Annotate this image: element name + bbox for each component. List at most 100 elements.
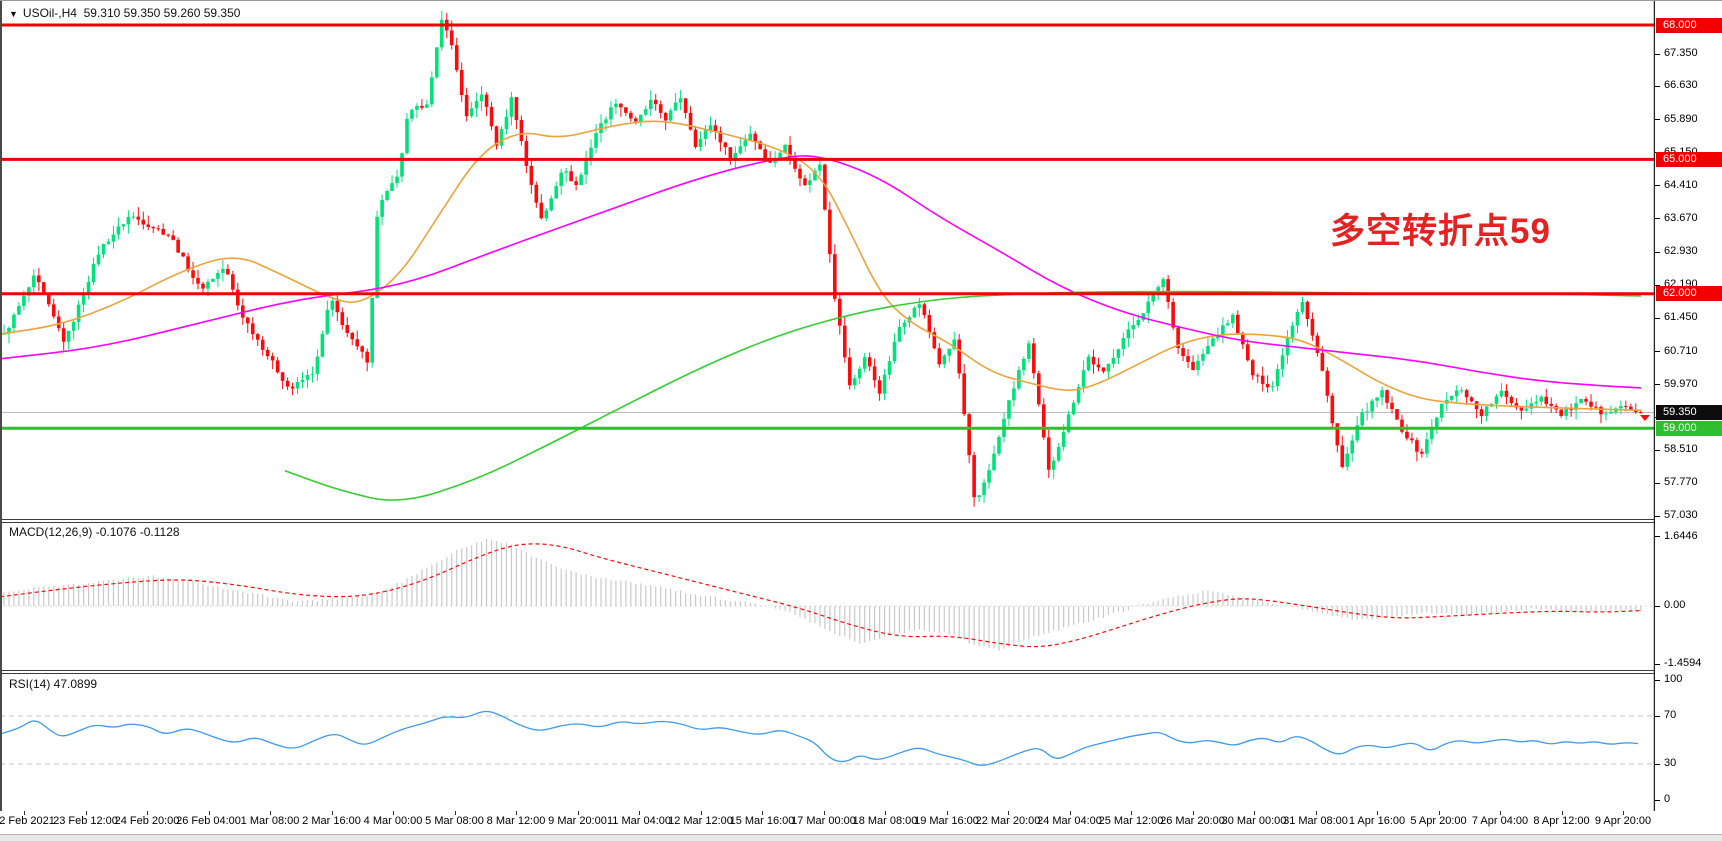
candle-body xyxy=(1504,390,1509,397)
time-axis-label: 1 Apr 16:00 xyxy=(1348,815,1406,827)
candle-body xyxy=(698,138,703,148)
candle-body xyxy=(1046,437,1051,470)
candle-body xyxy=(818,164,822,171)
time-tick xyxy=(946,811,948,815)
candle-body xyxy=(857,368,862,379)
candle-body xyxy=(489,106,494,127)
candle-body xyxy=(594,133,598,148)
candle-body xyxy=(1236,314,1240,334)
time-tick xyxy=(1500,811,1501,815)
candle-body xyxy=(290,386,295,389)
time-tick xyxy=(331,811,333,815)
candle-body xyxy=(833,254,837,299)
candle-body xyxy=(982,482,986,496)
candle-body xyxy=(1315,335,1320,353)
candle-body xyxy=(111,234,116,242)
time-axis-label: 9 Mar 20:00 xyxy=(548,815,607,827)
candle-body xyxy=(1410,438,1414,441)
rsi-scale-label: 0 xyxy=(1664,793,1671,805)
time-axis-label: 23 Feb 12:00 xyxy=(53,815,118,827)
candle-body xyxy=(330,300,335,310)
candle-body xyxy=(275,360,280,373)
time-tick xyxy=(1623,811,1624,815)
candle-body xyxy=(554,186,559,199)
time-axis-label: 22 Feb 2021 xyxy=(0,815,55,827)
candle-body xyxy=(1320,352,1325,371)
candle-body xyxy=(1022,358,1026,371)
candle-body xyxy=(449,30,454,46)
time-tick xyxy=(823,811,825,815)
level-price-badge: 59.000 xyxy=(1656,420,1722,436)
level-price-badge: 65.000 xyxy=(1656,151,1722,167)
candle-body xyxy=(743,140,748,147)
candle-body xyxy=(793,156,797,169)
candle-body xyxy=(1609,411,1613,414)
price-scale-label: 65.890 xyxy=(1664,112,1698,125)
candle-body xyxy=(1569,408,1573,410)
candle-body xyxy=(972,455,976,498)
candle-body xyxy=(1290,325,1295,338)
candle-body xyxy=(1300,301,1305,312)
candle-body xyxy=(1146,301,1151,314)
time-axis-label: 30 Mar 00:00 xyxy=(1221,815,1287,827)
candle-body xyxy=(1459,390,1464,392)
price-tick xyxy=(1655,515,1660,517)
candle-body xyxy=(1121,338,1126,350)
candle-body xyxy=(181,252,185,257)
time-tick xyxy=(208,811,210,815)
candle-body xyxy=(499,128,504,146)
candle-body xyxy=(176,239,180,253)
candle-body xyxy=(255,334,260,340)
candle-body xyxy=(748,133,753,141)
candle-body xyxy=(1136,319,1141,326)
candle-body xyxy=(1250,360,1255,376)
candle-body xyxy=(828,209,832,255)
price-scale-label: 60.710 xyxy=(1664,344,1698,357)
candle-body xyxy=(1280,355,1285,370)
candle-body xyxy=(106,241,111,244)
time-tick xyxy=(1254,811,1255,815)
candle-body xyxy=(1270,386,1275,388)
symbol-dropdown-icon[interactable]: ▼ xyxy=(9,9,18,19)
candle-body xyxy=(1559,409,1563,416)
price-scale[interactable]: 68.00067.35066.63065.89065.15065.00064.4… xyxy=(1655,1,1722,833)
candle-body xyxy=(325,309,330,334)
candle-body xyxy=(1499,390,1504,397)
candle-body xyxy=(942,355,947,365)
candle-body xyxy=(171,235,175,240)
window-bottom-edge xyxy=(0,834,1722,841)
candle-body xyxy=(76,304,81,322)
candle-body xyxy=(997,437,1001,454)
candle-body xyxy=(56,316,61,329)
candle-body xyxy=(1365,411,1369,413)
candle-body xyxy=(1479,409,1484,417)
candle-body xyxy=(1012,388,1016,401)
candle-body xyxy=(1071,402,1076,415)
candle-body xyxy=(320,333,325,357)
candle-body xyxy=(1400,419,1404,432)
candle-body xyxy=(1544,396,1549,404)
candle-body xyxy=(1524,408,1529,411)
candle-body xyxy=(1514,403,1519,408)
rsi-scale-label: 30 xyxy=(1664,757,1677,769)
candle-body xyxy=(902,322,907,327)
candle-body xyxy=(12,314,16,328)
candle-body xyxy=(1231,314,1235,324)
candle-body xyxy=(196,277,200,284)
candle-body xyxy=(474,101,479,109)
candle-body xyxy=(519,120,524,142)
candle-body xyxy=(375,216,379,298)
candle-body xyxy=(415,105,419,110)
candle-body xyxy=(1529,403,1534,409)
candle-body xyxy=(1519,407,1524,411)
symbol-ohlc-values: 59.310 59.350 59.260 59.350 xyxy=(83,6,241,20)
candle-body xyxy=(1086,356,1091,371)
candle-body xyxy=(1111,357,1116,364)
candle-body xyxy=(1007,400,1011,419)
candle-body xyxy=(1141,313,1146,320)
candle-body xyxy=(231,274,235,290)
candle-body xyxy=(624,107,628,113)
time-axis-label: 2 Mar 16:00 xyxy=(302,815,361,827)
